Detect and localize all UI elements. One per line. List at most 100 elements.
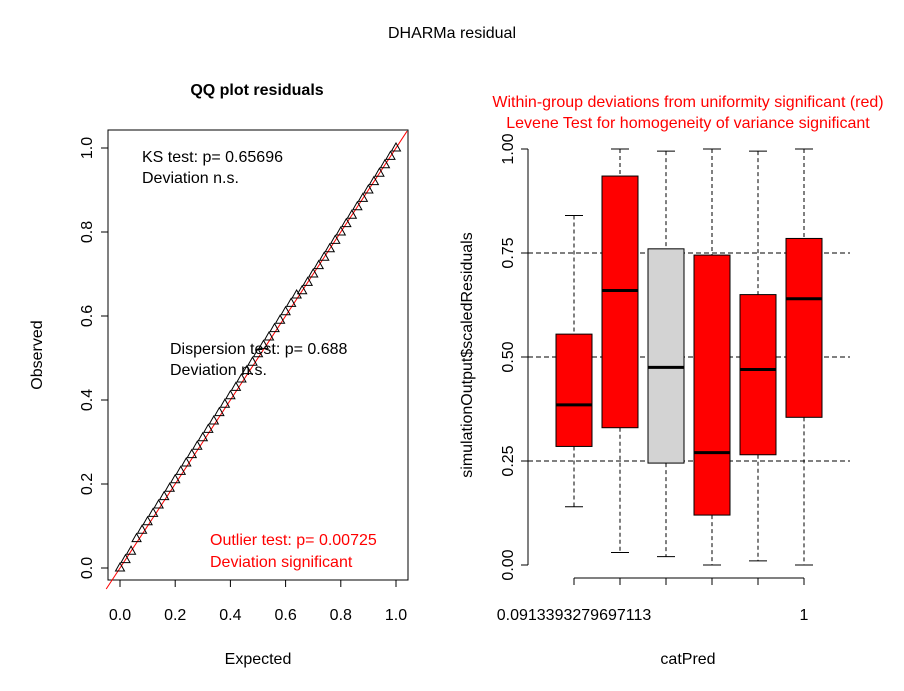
qq-point [219, 398, 231, 408]
dispersion-deviation-text: Deviation n.s. [170, 362, 267, 379]
qq-point [175, 465, 187, 475]
qq-point [230, 381, 242, 391]
qq-point [186, 448, 198, 459]
boxplot-x-tick-label: 1 [800, 607, 809, 624]
qq-title: QQ plot residuals [190, 82, 323, 99]
qq-point [191, 440, 203, 450]
qq-point [131, 532, 142, 543]
qq-x-tick-label: 0.8 [330, 607, 352, 624]
qq-point [153, 498, 164, 509]
qq-x-tick-label: 0.2 [164, 607, 186, 624]
qq-point [252, 347, 264, 358]
qq-y-tick-label: 0.0 [79, 557, 96, 579]
qq-y-tick-label: 0.4 [79, 389, 96, 411]
ks-deviation-text: Deviation n.s. [142, 170, 239, 187]
qq-point [285, 297, 297, 307]
qq-point [125, 545, 137, 555]
qq-point [247, 356, 258, 366]
qq-point [335, 225, 347, 236]
outlier-deviation-text: Deviation significant [210, 554, 353, 571]
boxplot-title-line1: Within-group deviations from uniformity … [492, 94, 883, 111]
qq-point [136, 524, 148, 534]
box [555, 333, 593, 447]
boxplot-y-tick-label: 0.50 [500, 341, 517, 372]
qq-point [169, 473, 181, 484]
qq-point [385, 150, 396, 160]
qq-point [368, 175, 380, 186]
qq-reference-line-segment [105, 130, 408, 590]
qq-point [346, 209, 358, 219]
qq-point [241, 364, 253, 375]
qq-x-axis: 0.0 0.2 0.4 0.6 0.8 1.0 [109, 579, 407, 624]
qq-point [114, 561, 126, 572]
qq-point [313, 259, 325, 270]
boxplot-x-axis: 0.0913393279697113 1 [497, 577, 809, 624]
box [693, 254, 731, 516]
boxplot-boxes [555, 148, 823, 566]
qq-point [302, 276, 314, 286]
qq-point [236, 372, 247, 383]
qq-point [357, 192, 369, 202]
qq-x-tick-label: 1.0 [385, 607, 407, 624]
qq-point [269, 322, 280, 333]
qq-point [214, 406, 225, 417]
qq-point [147, 507, 159, 517]
qq-point [208, 414, 220, 425]
qq-point [263, 330, 275, 341]
boxplot-y-tick-label: 0.25 [500, 445, 517, 476]
qq-plot-panel: QQ plot residuals 0.0 0.2 0.4 0.6 0.8 1.0 0.0… [29, 82, 409, 668]
qq-y-tick-label: 0.8 [79, 221, 96, 243]
qq-point [225, 389, 236, 400]
boxplot-y-tick-label: 0.75 [500, 237, 517, 268]
qq-x-tick-label: 0.6 [274, 607, 296, 624]
boxplot-panel: Within-group deviations from uniformity … [459, 94, 884, 668]
qq-point [180, 456, 192, 467]
boxplot-y-tick-label: 0.00 [500, 549, 517, 580]
dispersion-test-text: Dispersion test: p= 0.688 [170, 341, 348, 358]
qq-point [197, 431, 209, 442]
qq-point [296, 284, 308, 295]
qq-xlabel: Expected [225, 651, 292, 668]
qq-y-tick-label: 0.6 [79, 305, 96, 327]
qq-point [374, 167, 385, 177]
qq-y-tick-label: 1.0 [79, 137, 96, 159]
boxplot-ylabel: simulationOutput$scaledResiduals [459, 232, 476, 477]
qq-point [164, 482, 176, 492]
box [739, 294, 777, 456]
qq-point [258, 339, 269, 349]
qq-point [274, 314, 286, 324]
qq-y-axis: 0.0 0.2 0.4 0.6 0.8 1.0 [79, 137, 109, 579]
qq-point [363, 183, 374, 194]
qq-x-tick-label: 0.4 [219, 607, 241, 624]
boxplot-xlabel: catPred [660, 651, 715, 668]
qq-point [329, 234, 341, 244]
figure-title: DHARMa residual [388, 25, 516, 42]
qq-point [158, 490, 170, 501]
box [647, 248, 685, 464]
boxplot-x-tick-label: 0.0913393279697113 [497, 607, 652, 624]
box [601, 175, 639, 429]
qq-point [202, 423, 214, 433]
qq-points [114, 141, 402, 572]
qq-point [379, 158, 391, 169]
qq-x-tick-label: 0.0 [109, 607, 131, 624]
qq-point [142, 515, 153, 526]
qq-point [307, 267, 319, 278]
qq-point [324, 242, 336, 253]
qq-point [120, 553, 131, 564]
qq-point [352, 200, 363, 211]
outlier-test-text: Outlier test: p= 0.00725 [210, 532, 377, 549]
qq-reference-line [105, 130, 408, 590]
qq-point [390, 141, 402, 152]
qq-y-tick-label: 0.2 [79, 473, 96, 495]
ks-test-text: KS test: p= 0.65696 [142, 149, 283, 166]
boxplot-y-tick-label: 1.00 [500, 133, 517, 164]
boxplot-y-axis: 0.00 0.25 0.50 0.75 1.00 [500, 133, 529, 581]
qq-ylabel: Observed [29, 320, 46, 389]
boxplot-title-line2: Levene Test for homogeneity of variance … [506, 115, 870, 132]
qq-point [280, 305, 291, 316]
qq-point [318, 251, 330, 261]
qq-point [340, 217, 352, 228]
box [785, 237, 823, 418]
